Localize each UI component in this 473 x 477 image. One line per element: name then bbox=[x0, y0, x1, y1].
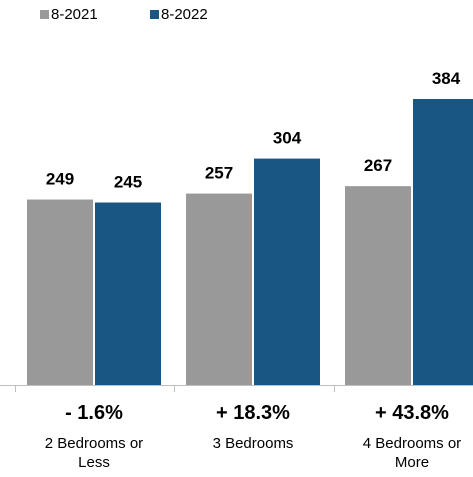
category-label: Less bbox=[78, 454, 110, 471]
category-label: 3 Bedrooms bbox=[213, 435, 294, 452]
bar-marks bbox=[27, 98, 473, 386]
percent-change-label: + 43.8% bbox=[375, 402, 449, 424]
value-label: 267 bbox=[364, 156, 392, 175]
bar-8-2022 bbox=[95, 202, 161, 385]
percent-change-label: + 18.3% bbox=[216, 402, 290, 424]
value-label: 257 bbox=[205, 164, 233, 183]
bar-8-2022 bbox=[413, 98, 473, 386]
legend-swatch-8-2021 bbox=[40, 10, 49, 19]
legend-swatch-8-2022 bbox=[150, 10, 159, 19]
value-label: 384 bbox=[432, 69, 461, 88]
bar-8-2022 bbox=[254, 158, 320, 385]
bar-8-2021 bbox=[345, 186, 411, 385]
legend-label: 8-2022 bbox=[161, 6, 208, 23]
category-label: More bbox=[395, 454, 429, 471]
value-labels: 249 245 257 304 267 384 bbox=[46, 69, 461, 192]
category-label: 2 Bedrooms or bbox=[45, 435, 143, 452]
bar-8-2021 bbox=[186, 193, 252, 385]
chart-legend: 8-2021 8-2022 bbox=[40, 6, 208, 23]
value-label: 245 bbox=[114, 173, 142, 192]
bar-8-2021 bbox=[27, 199, 93, 385]
x-axis bbox=[0, 385, 473, 392]
value-label: 249 bbox=[46, 170, 74, 189]
category-label: 4 Bedrooms or bbox=[363, 435, 461, 452]
legend-label: 8-2021 bbox=[51, 6, 98, 23]
category-labels: - 1.6% 2 Bedrooms or Less + 18.3% 3 Bedrooms… bbox=[45, 402, 461, 471]
percent-change-label: - 1.6% bbox=[65, 402, 123, 424]
value-label: 304 bbox=[273, 129, 302, 148]
